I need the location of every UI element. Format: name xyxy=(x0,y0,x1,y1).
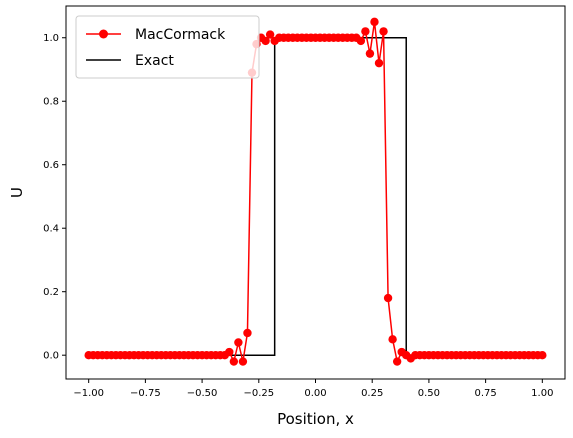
x-tick-label: 0.75 xyxy=(474,388,496,399)
y-tick-label: 0.0 xyxy=(43,351,59,362)
x-axis-label: Position, x xyxy=(277,410,354,428)
x-tick-label: 0.00 xyxy=(304,388,326,399)
legend-box xyxy=(75,15,260,79)
maccormack-point xyxy=(383,293,393,303)
maccormack-point xyxy=(392,357,402,366)
x-axis: −1.00 −0.75 −0.50 −0.25 0.00 0.25 0.50 0.75 1.00 xyxy=(73,379,553,399)
legend: MacCormack Exact xyxy=(75,15,260,79)
legend-label-exact: Exact xyxy=(135,53,174,69)
maccormack-point xyxy=(356,36,366,46)
x-tick-label: 0.50 xyxy=(418,388,440,399)
y-tick-label: 0.2 xyxy=(43,287,59,298)
y-axis: 0.0 0.2 0.4 0.6 0.8 1.0 xyxy=(43,33,66,362)
maccormack-point xyxy=(261,36,270,46)
y-axis-label: U xyxy=(8,187,26,198)
series-maccormack xyxy=(84,17,547,366)
maccormack-point xyxy=(538,350,547,360)
maccormack-point xyxy=(365,49,375,58)
x-tick-label: −1.00 xyxy=(73,388,104,399)
y-tick-label: 0.6 xyxy=(43,160,59,171)
maccormack-point xyxy=(388,335,397,344)
legend-label-maccormack: MacCormack xyxy=(135,27,226,43)
x-tick-label: −0.50 xyxy=(187,388,218,399)
y-tick-label: 1.0 xyxy=(43,33,59,44)
legend-marker-maccormack xyxy=(99,29,108,39)
maccormack-point xyxy=(370,17,379,27)
maccormack-point xyxy=(379,27,388,36)
maccormack-point xyxy=(374,58,384,68)
maccormack-point xyxy=(238,357,248,366)
maccormack-point xyxy=(361,27,370,36)
x-tick-label: −0.25 xyxy=(243,388,274,399)
maccormack-point xyxy=(229,357,239,366)
maccormack-point xyxy=(265,30,275,39)
y-tick-label: 0.8 xyxy=(43,97,59,108)
y-tick-label: 0.4 xyxy=(43,224,59,235)
maccormack-point xyxy=(234,338,243,347)
maccormack-point xyxy=(225,347,234,357)
maccormack-point xyxy=(243,328,252,338)
x-tick-label: 0.25 xyxy=(361,388,383,399)
x-tick-label: −0.75 xyxy=(130,388,161,399)
x-tick-label: 1.00 xyxy=(531,388,553,399)
